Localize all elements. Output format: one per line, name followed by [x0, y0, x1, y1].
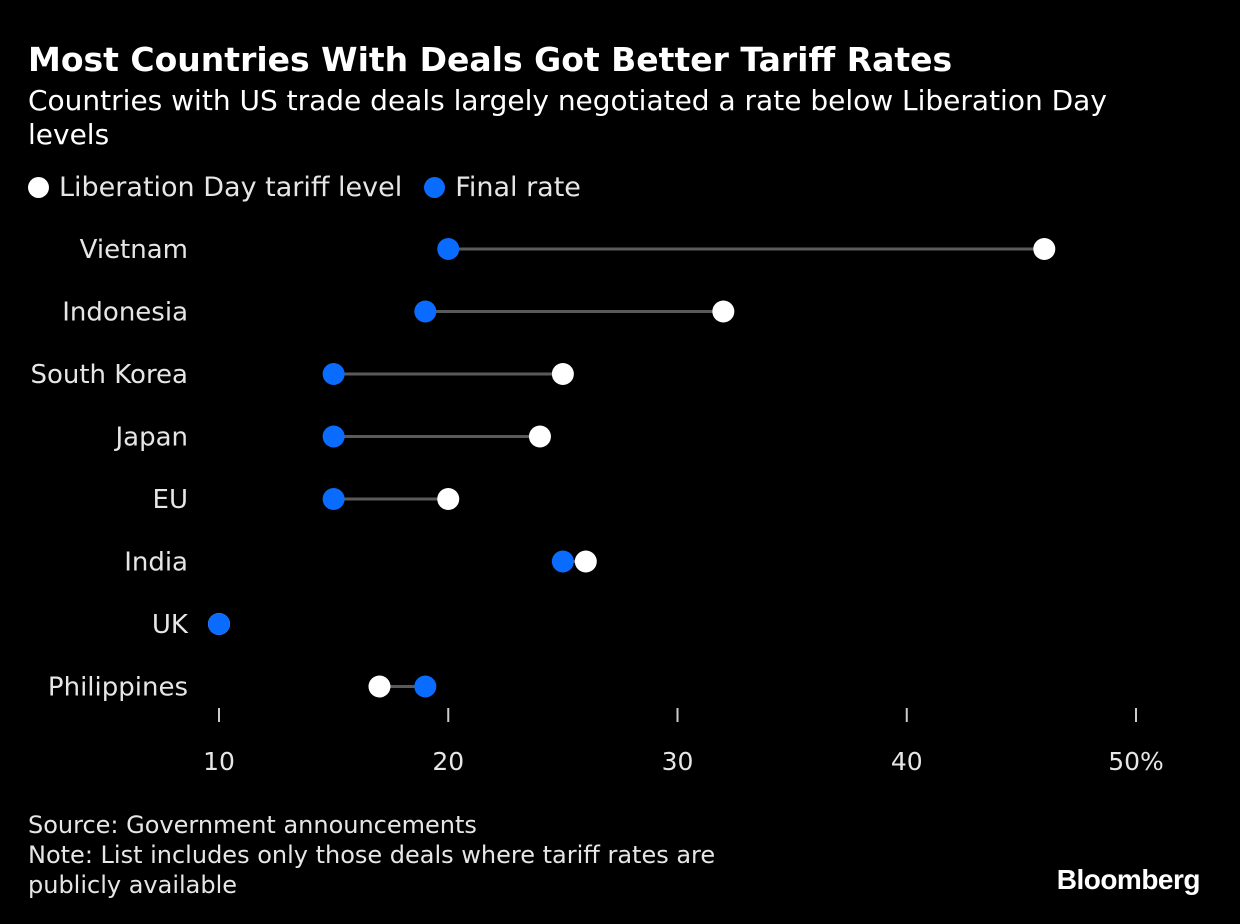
footer: Source: Government announcements Note: L…: [28, 810, 715, 900]
legend-label-liberation: Liberation Day tariff level: [59, 172, 403, 203]
bloomberg-logo: Bloomberg: [1056, 864, 1201, 895]
final-dot-south-korea: [322, 363, 345, 385]
x-tick-label-50: 50%: [1108, 747, 1164, 776]
footnote: Note: List includes only those deals whe…: [28, 841, 716, 899]
liberation-dot-philippines: [368, 675, 391, 698]
category-label-japan: Japan: [113, 423, 188, 453]
category-label-vietnam: Vietnam: [80, 235, 188, 265]
category-label-eu: EU: [153, 485, 188, 515]
category-label-indonesia: Indonesia: [62, 298, 188, 328]
category-label-uk: UK: [152, 610, 189, 640]
chart-title: Most Countries With Deals Got Better Tar…: [28, 40, 953, 79]
x-tick-label-40: 40: [891, 747, 923, 776]
legend-label-final: Final rate: [455, 172, 581, 203]
final-dot-eu: [322, 488, 345, 510]
liberation-dot-indonesia: [712, 300, 735, 323]
category-label-india: India: [124, 548, 188, 578]
source-note: Source: Government announcements: [28, 811, 477, 839]
final-dot-japan: [322, 425, 345, 448]
liberation-dot-south-korea: [551, 363, 574, 385]
liberation-dot-eu: [437, 488, 460, 510]
legend-dot-final: [424, 177, 446, 198]
final-dot-indonesia: [414, 300, 437, 323]
legend: Liberation Day tariff level Final rate: [28, 172, 603, 203]
final-dot-uk: [208, 613, 230, 635]
category-label-south-korea: South Korea: [30, 360, 188, 390]
x-tick-label-30: 30: [662, 747, 694, 776]
chart-subtitle: Countries with US trade deals largely ne…: [28, 84, 1107, 151]
category-label-philippines: Philippines: [48, 673, 188, 703]
legend-dot-liberation: [28, 177, 49, 198]
legend-item-final: Final rate: [424, 172, 581, 203]
legend-item-liberation: Liberation Day tariff level: [28, 172, 402, 203]
liberation-dot-india: [574, 550, 597, 573]
x-tick-label-20: 20: [432, 747, 464, 776]
final-dot-philippines: [414, 675, 437, 698]
x-tick-label-10: 10: [203, 747, 235, 776]
final-dot-vietnam: [437, 238, 460, 260]
liberation-dot-vietnam: [1033, 238, 1056, 260]
liberation-dot-japan: [528, 425, 551, 448]
final-dot-india: [551, 550, 574, 573]
